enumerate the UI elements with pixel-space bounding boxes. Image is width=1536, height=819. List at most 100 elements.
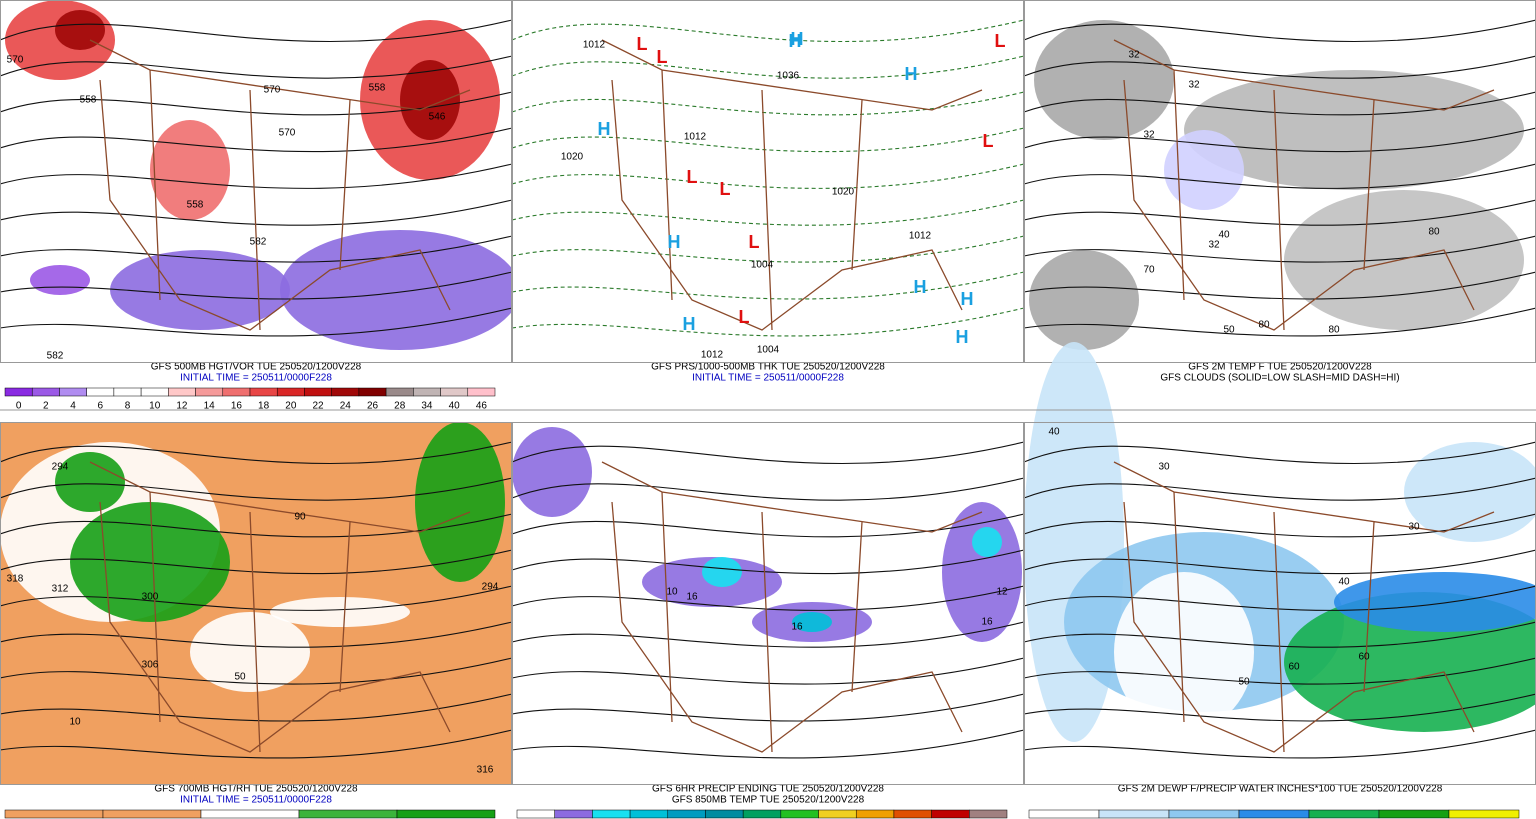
contour-label: 558 bbox=[80, 95, 97, 106]
caption-line: GFS CLOUDS (SOLID=LOW SLASH=MID DASH=HI) bbox=[1160, 373, 1399, 384]
contour-line bbox=[511, 19, 1025, 42]
colorbar-swatch bbox=[385, 387, 414, 397]
field-shading bbox=[972, 527, 1002, 557]
contour-label: 558 bbox=[369, 83, 386, 94]
contour-label: 1012 bbox=[684, 132, 707, 143]
high-pressure-marker: H bbox=[791, 29, 804, 49]
colorbar-swatch bbox=[440, 387, 469, 397]
colorbar-label: 22 bbox=[312, 401, 324, 412]
field-shading bbox=[30, 265, 90, 295]
caption-line: GFS 700MB HGT/RH TUE 250520/1200V228 bbox=[154, 784, 358, 795]
low-pressure-marker: L bbox=[720, 179, 731, 199]
contour-label: 90 bbox=[294, 512, 306, 523]
colorbar-swatch bbox=[304, 387, 332, 397]
colorbar-swatch bbox=[31, 387, 60, 397]
contour-line bbox=[1023, 657, 1536, 685]
field-shading bbox=[400, 60, 460, 140]
low-pressure-marker: L bbox=[749, 232, 760, 252]
contour-line bbox=[0, 127, 513, 153]
field-shading bbox=[1034, 20, 1174, 140]
colorbar-label: 18 bbox=[258, 401, 270, 412]
contour-line bbox=[1023, 585, 1536, 611]
colorbar-swatch bbox=[467, 387, 496, 397]
colorbar-swatch bbox=[358, 387, 387, 397]
contour-label: 546 bbox=[429, 112, 446, 123]
colorbar-label: 46 bbox=[476, 401, 488, 412]
colorbar-swatch bbox=[1028, 809, 1100, 819]
caption-line: GFS 850MB TEMP TUE 250520/1200V228 bbox=[672, 795, 865, 806]
caption-line: GFS 2M TEMP F TUE 250520/1200V228 bbox=[1188, 362, 1372, 373]
contour-line bbox=[1023, 127, 1536, 153]
map-background bbox=[513, 422, 1023, 784]
colorbar-swatch bbox=[516, 809, 555, 819]
colorbar-label: 0 bbox=[16, 401, 22, 412]
contour-line bbox=[0, 307, 513, 337]
colorbar-swatch bbox=[249, 387, 278, 397]
contour-label: 16 bbox=[981, 617, 993, 628]
contour-line bbox=[511, 441, 1025, 464]
contour-line bbox=[0, 441, 513, 464]
colorbar-swatch bbox=[222, 387, 251, 397]
contour-line bbox=[511, 199, 1025, 226]
colorbar-label: 10 bbox=[149, 401, 161, 412]
contour-line bbox=[511, 271, 1025, 300]
colorbar-swatch bbox=[554, 809, 593, 819]
low-pressure-marker: L bbox=[657, 47, 668, 67]
colorbar-label: 24 bbox=[340, 401, 352, 412]
contour-label: 30 bbox=[1408, 522, 1420, 533]
colorbar-label: 6 bbox=[97, 401, 103, 412]
caption-line: INITIAL TIME = 250511/0000F228 bbox=[692, 373, 844, 384]
contour-label: 50 bbox=[1223, 325, 1235, 336]
colorbar-swatch bbox=[113, 387, 142, 397]
contour-line bbox=[0, 693, 513, 722]
contour-line bbox=[1023, 621, 1536, 648]
colorbar-swatch bbox=[1238, 809, 1310, 819]
contour-label: 570 bbox=[7, 55, 24, 66]
colorbar-swatch bbox=[276, 387, 305, 397]
contour-label: 312 bbox=[52, 584, 69, 595]
colorbar-label: 4 bbox=[70, 401, 76, 412]
field-shading bbox=[1029, 250, 1139, 350]
field-shading bbox=[942, 502, 1022, 642]
panel-frame bbox=[512, 0, 1024, 363]
colorbar-swatch bbox=[298, 809, 398, 819]
field-shading bbox=[1404, 442, 1536, 542]
low-pressure-marker: L bbox=[687, 167, 698, 187]
border-outline bbox=[1113, 39, 1495, 331]
contour-label: 306 bbox=[142, 660, 159, 671]
contour-label: 582 bbox=[250, 237, 267, 248]
contour-label: 60 bbox=[1358, 652, 1370, 663]
low-pressure-marker: L bbox=[637, 34, 648, 54]
colorbar-swatch bbox=[818, 809, 857, 819]
high-pressure-marker: H bbox=[961, 289, 974, 309]
contour-label: 80 bbox=[1428, 227, 1440, 238]
contour-line bbox=[1023, 477, 1536, 501]
contour-line bbox=[1023, 307, 1536, 337]
high-pressure-marker: H bbox=[668, 232, 681, 252]
colorbar-swatch bbox=[86, 387, 115, 397]
contour-label: 30 bbox=[1158, 462, 1170, 473]
colorbar-swatch bbox=[168, 387, 196, 397]
contour-label: 32 bbox=[1188, 80, 1200, 91]
contour-label: 50 bbox=[234, 672, 246, 683]
contour-label: 40 bbox=[1338, 577, 1350, 588]
field-shading bbox=[1284, 190, 1524, 330]
field-shading bbox=[1334, 572, 1536, 632]
contour-line bbox=[1023, 693, 1536, 722]
colorbar-swatch bbox=[200, 809, 300, 819]
contour-label: 294 bbox=[482, 582, 499, 593]
contour-line bbox=[0, 621, 513, 648]
panel: 570 558 570 570 558 546 558 582 582 GFS 500MB HGT… bbox=[0, 0, 520, 412]
caption-line: GFS 500MB HGT/VOR TUE 250520/1200V228 bbox=[151, 362, 362, 373]
colorbar-swatch bbox=[396, 809, 496, 819]
border-outline bbox=[601, 39, 983, 331]
field-shading bbox=[110, 250, 290, 330]
contour-label: 582 bbox=[47, 351, 64, 362]
contour-line bbox=[511, 307, 1025, 337]
contour-label: 10 bbox=[69, 717, 81, 728]
field-shading bbox=[1184, 70, 1524, 190]
contour-label: 80 bbox=[1258, 320, 1270, 331]
colorbar-swatch bbox=[195, 387, 224, 397]
